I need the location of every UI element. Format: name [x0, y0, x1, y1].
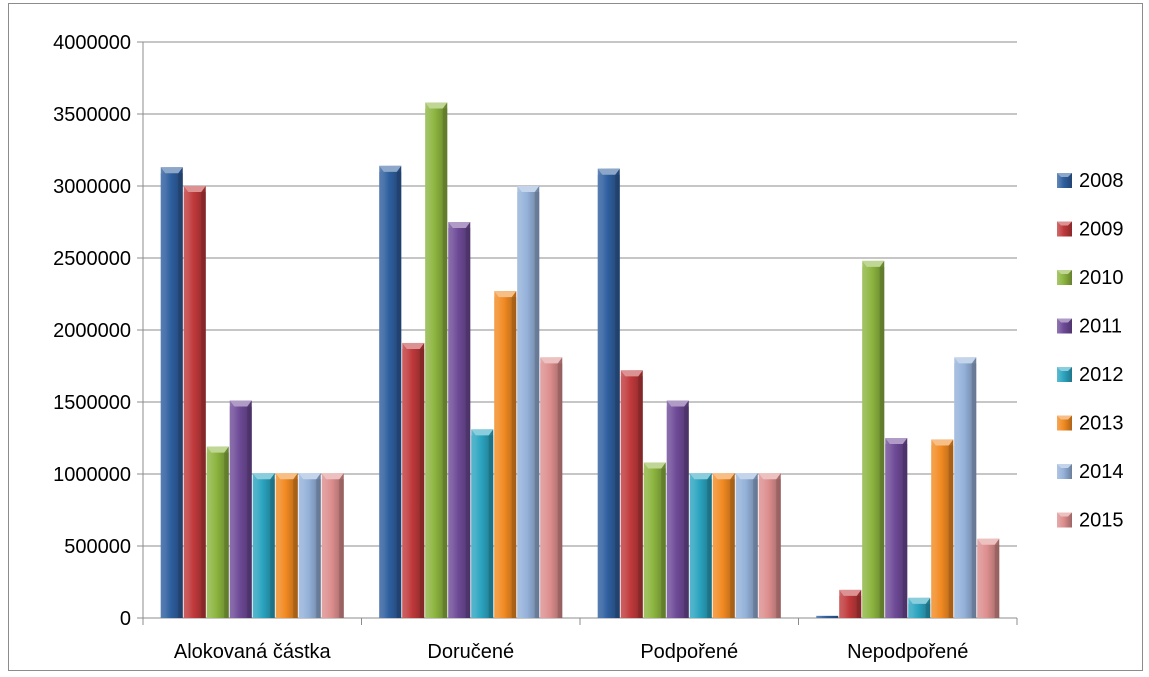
legend-swatch [1057, 415, 1072, 431]
y-tick-label: 1000000 [53, 464, 131, 486]
bar-nepodporene-2013 [931, 439, 954, 618]
bars [160, 102, 1000, 619]
legend-label: 2010 [1079, 267, 1124, 289]
legend-item-2011: 2011 [1057, 316, 1122, 338]
bar-nepodporene-2012 [908, 597, 931, 618]
legend-swatch [1057, 270, 1072, 285]
legend-label: 2008 [1079, 170, 1124, 192]
legend-swatch [1057, 512, 1072, 528]
bar-alokovana-castka-2015 [321, 473, 344, 618]
bar-dorucene-2012 [471, 429, 494, 618]
bar-nepodporene-2010 [862, 260, 885, 618]
legend-item-2010: 2010 [1057, 267, 1124, 289]
y-tick-label: 3500000 [53, 104, 131, 126]
legend: 2008 2009 2010 2011 2012 2013 2014 2015 [1057, 170, 1124, 532]
bar-dorucene-2013 [494, 291, 517, 618]
x-tick-label-podporene: Podpořené [640, 641, 738, 663]
bar-podporene-2011 [666, 400, 689, 618]
legend-label: 2009 [1079, 219, 1124, 241]
bar-podporene-2014 [735, 473, 758, 618]
bar-nepodporene-2008 [816, 615, 839, 618]
y-tick-label: 2000000 [53, 320, 131, 342]
legend-item-2008: 2008 [1057, 170, 1124, 192]
bar-podporene-2015 [758, 473, 781, 618]
x-tick-label-alokovana-castka: Alokovaná částka [174, 641, 332, 663]
bar-nepodporene-2009 [839, 589, 862, 618]
bar-nepodporene-2015 [977, 538, 1000, 618]
bar-podporene-2010 [643, 462, 666, 618]
x-tick-labels: Alokovaná částka Doručené Podpořené Nepodpo… [174, 641, 968, 663]
bar-alokovana-castka-2012 [252, 473, 275, 618]
bar-alokovana-castka-2008 [160, 167, 183, 618]
bar-dorucene-2010 [425, 102, 448, 619]
legend-label: 2015 [1079, 510, 1124, 532]
legend-label: 2012 [1079, 364, 1124, 386]
bar-podporene-2008 [597, 168, 620, 618]
x-tick-label-dorucene: Doručené [427, 641, 514, 663]
legend-label: 2013 [1079, 413, 1124, 435]
legend-label: 2014 [1079, 461, 1124, 483]
bar-podporene-2009 [620, 370, 643, 618]
legend-label: 2011 [1079, 316, 1122, 338]
y-tick-label: 2500000 [53, 248, 131, 270]
bar-dorucene-2015 [540, 357, 563, 618]
bar-dorucene-2014 [517, 186, 540, 618]
legend-item-2014: 2014 [1057, 461, 1124, 483]
bar-alokovana-castka-2014 [298, 473, 321, 618]
y-tick-label: 1500000 [53, 392, 131, 414]
y-tick-labels: 0 500000 1000000 1500000 2000000 2500000 30000… [53, 32, 131, 630]
bar-dorucene-2008 [379, 165, 402, 618]
x-tick-label-nepodporene: Nepodpořené [847, 641, 968, 663]
bar-dorucene-2009 [402, 342, 425, 618]
legend-swatch [1057, 221, 1072, 237]
y-tick-label: 3000000 [53, 176, 131, 198]
bar-alokovana-castka-2010 [206, 446, 229, 618]
legend-item-2013: 2013 [1057, 413, 1124, 435]
bar-podporene-2013 [712, 473, 735, 618]
bar-alokovana-castka-2013 [275, 473, 298, 618]
bar-alokovana-castka-2011 [229, 400, 252, 618]
bar-nepodporene-2011 [885, 438, 908, 618]
y-tick-label: 4000000 [53, 32, 131, 54]
legend-item-2009: 2009 [1057, 219, 1124, 241]
bar-podporene-2012 [689, 473, 712, 618]
legend-item-2015: 2015 [1057, 510, 1124, 532]
legend-swatch [1057, 173, 1072, 188]
legend-item-2012: 2012 [1057, 364, 1124, 386]
bar-nepodporene-2014 [954, 357, 977, 618]
y-tick-label: 500000 [64, 536, 131, 558]
legend-swatch [1057, 318, 1072, 334]
bar-dorucene-2011 [448, 222, 471, 618]
y-tick-label: 0 [120, 608, 131, 630]
legend-swatch [1057, 367, 1072, 382]
bar-alokovana-castka-2009 [183, 186, 206, 618]
legend-swatch [1057, 464, 1072, 479]
